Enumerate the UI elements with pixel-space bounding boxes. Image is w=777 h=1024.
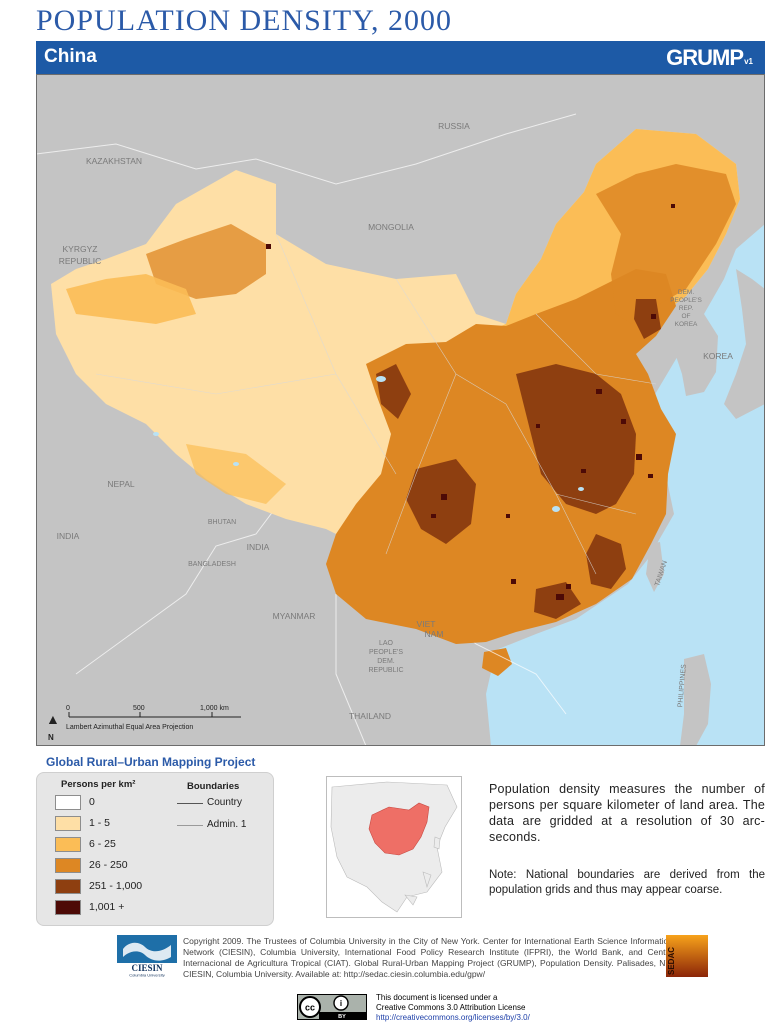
population-density-map: RUSSIA KAZAKHSTAN MONGOLIA KYRGYZ REPUBL…: [36, 74, 765, 746]
label-kyrgyz-1: KYRGYZ: [63, 244, 98, 254]
scale-tick-500: 500: [133, 705, 145, 712]
label-korea: KOREA: [703, 351, 733, 361]
admin-boundary-line: [177, 825, 203, 826]
description-text: Population density measures the number o…: [489, 782, 765, 844]
map-title: POPULATION DENSITY, 2000: [36, 4, 452, 37]
grump-logo: GRUMP: [666, 45, 744, 70]
lakes: [153, 376, 584, 512]
sedac-logo: SEDAC: [666, 935, 708, 977]
country-labels: RUSSIA KAZAKHSTAN MONGOLIA KYRGYZ REPUBL…: [57, 121, 734, 721]
northeast-cluster: [596, 164, 736, 324]
label-kyrgyz-2: REPUBLIC: [59, 256, 102, 266]
label-vietnam-2: NAM: [425, 629, 444, 639]
taiwan: [646, 542, 664, 592]
scale-bar: ▲ N 0 500 1,000 km Lambert Azimuthal Equ…: [46, 705, 241, 742]
class-label-0: 0: [89, 796, 95, 808]
locator-inset-map: [326, 776, 462, 918]
ciesin-subtitle: Columbia University: [129, 973, 165, 978]
tibet-patches: [186, 444, 286, 504]
label-myanmar: MYANMAR: [273, 611, 316, 621]
label-bhutan: BHUTAN: [208, 519, 236, 526]
copyright-text: Copyright 2009. The Trustees of Columbia…: [183, 936, 673, 979]
label-philippines: PHILIPPINES: [677, 664, 688, 708]
persons-per-km2-header: Persons per km²: [61, 779, 136, 790]
extreme-density-dots: [266, 204, 675, 600]
inset-china-highlight: [368, 802, 430, 856]
xinjiang-medium-patches: [66, 274, 196, 324]
label-india-east: INDIA: [247, 542, 270, 552]
xinjiang-dense-patches: [146, 224, 266, 299]
label-lao-1: LAO: [379, 640, 394, 647]
korea-peninsula: [674, 314, 718, 396]
grump-version: v1: [744, 57, 753, 66]
license-link[interactable]: http://creativecommons.org/licenses/by/3…: [376, 1013, 530, 1022]
boundary-label-country: Country: [207, 797, 243, 808]
japan: [724, 269, 765, 419]
north-label: N: [48, 733, 54, 742]
class-label-251-1000: 251 - 1,000: [89, 880, 143, 892]
license-text: This document is licensed under a Creati…: [376, 993, 530, 1023]
north-arrow: ▲: [46, 711, 60, 727]
sedac-wordmark: SEDAC: [667, 947, 676, 975]
admin-boundaries: [95, 233, 657, 575]
creative-commons-badge[interactable]: cc i BY: [297, 994, 367, 1020]
class-label-1-5: 1 - 5: [89, 817, 111, 829]
label-india-west: INDIA: [57, 531, 80, 541]
cc-icon: cc: [305, 1003, 315, 1013]
license-line-1: This document is licensed under a: [376, 993, 498, 1002]
projection-label: Lambert Azimuthal Equal Area Projection: [66, 724, 193, 731]
swatch-1001-plus: [55, 900, 81, 915]
label-lao-3: DEM.: [377, 658, 395, 665]
country-name: China: [44, 46, 97, 67]
class-label-1001-plus: 1,001 +: [89, 901, 125, 913]
label-mongolia: MONGOLIA: [368, 222, 414, 232]
philippines: [680, 654, 711, 746]
ciesin-wordmark: CIESIN: [131, 963, 163, 973]
label-dprk-1: DEM.: [678, 289, 694, 296]
header-bar: China GRUMP v1: [36, 41, 765, 74]
inset-islands: [404, 836, 441, 906]
legend-box: Persons per km² Boundaries 0 1 - 5 6 - 2…: [36, 772, 274, 926]
scale-tick-0: 0: [66, 705, 70, 712]
label-bangladesh: BANGLADESH: [188, 561, 236, 568]
label-dprk-4: OF: [681, 313, 690, 320]
label-dprk-2: PEOPLE'S: [670, 297, 702, 304]
label-lao-4: REPUBLIC: [368, 667, 403, 674]
label-russia: RUSSIA: [438, 121, 470, 131]
license-line-2: Creative Commons 3.0 Attribution License: [376, 1003, 526, 1012]
attribution-icon: i: [340, 999, 342, 1008]
label-thailand: THAILAND: [349, 711, 391, 721]
cc-by-label: BY: [338, 1014, 346, 1020]
hainan: [482, 648, 512, 676]
ciesin-logo: CIESIN Columbia University: [117, 935, 177, 977]
swatch-6-25: [55, 837, 81, 852]
swatch-0: [55, 795, 81, 810]
boundary-label-admin: Admin. 1: [207, 819, 247, 830]
swatch-251-1000: [55, 879, 81, 894]
class-label-26-250: 26 - 250: [89, 859, 128, 871]
boundaries-header: Boundaries: [187, 781, 240, 792]
swatch-1-5: [55, 816, 81, 831]
legend-title: Global Rural–Urban Mapping Project: [46, 755, 256, 769]
scale-tick-1000: 1,000 km: [200, 705, 229, 712]
note-text: Note: National boundaries are derived fr…: [489, 869, 765, 896]
label-dprk-5: KOREA: [675, 321, 698, 328]
label-lao-2: PEOPLE'S: [369, 649, 403, 656]
label-kazakhstan: KAZAKHSTAN: [86, 156, 142, 166]
label-vietnam-1: VIET: [417, 619, 436, 629]
class-label-6-25: 6 - 25: [89, 838, 116, 850]
swatch-26-250: [55, 858, 81, 873]
label-dprk-3: REP.: [679, 305, 694, 312]
country-boundary-line: [177, 803, 203, 804]
label-nepal: NEPAL: [107, 479, 135, 489]
